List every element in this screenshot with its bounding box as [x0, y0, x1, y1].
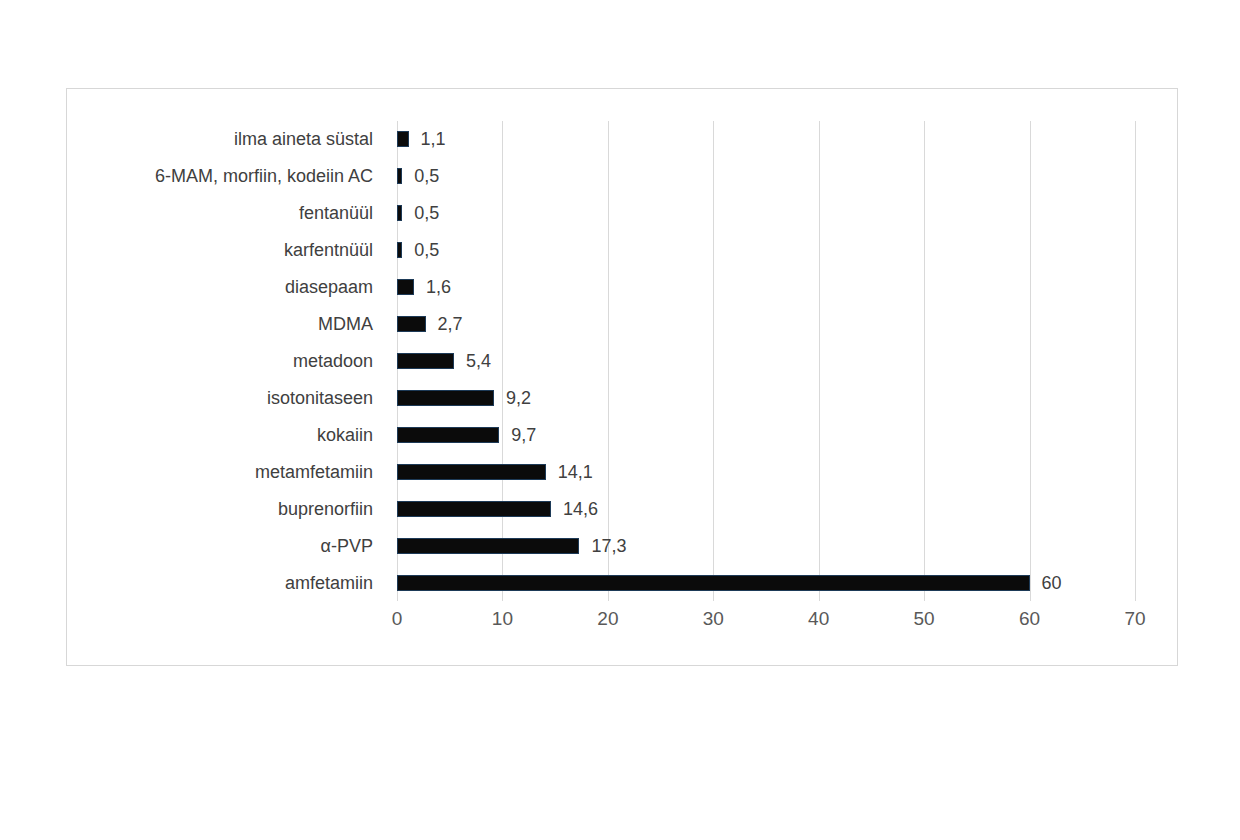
category-label: metadoon	[67, 352, 373, 370]
bar-row: isotonitaseen 9,2	[67, 379, 1177, 416]
data-label: 5,4	[466, 352, 491, 370]
x-axis-tick-label: 70	[1124, 609, 1145, 628]
bar	[397, 168, 402, 184]
bar	[397, 464, 546, 480]
category-label: buprenorfiin	[67, 500, 373, 518]
bar-chart: ilma aineta süstal 1,1 6-MAM, morfiin, kod…	[66, 88, 1178, 666]
data-label: 9,7	[511, 426, 536, 444]
data-label: 1,6	[426, 278, 451, 296]
category-label: amfetamiin	[67, 574, 373, 592]
bar-row: α-PVP 17,3	[67, 527, 1177, 564]
category-label: fentanüül	[67, 204, 373, 222]
data-label: 0,5	[414, 167, 439, 185]
category-label: 6-MAM, morfiin, kodeiin AC	[67, 167, 373, 185]
data-label: 1,1	[421, 130, 446, 148]
bar	[397, 538, 579, 554]
category-label: diasepaam	[67, 278, 373, 296]
category-label: metamfetamiin	[67, 463, 373, 481]
x-axis-tick-label: 30	[703, 609, 724, 628]
page: ilma aineta süstal 1,1 6-MAM, morfiin, kod…	[0, 0, 1240, 840]
data-label: 60	[1042, 574, 1062, 592]
bar	[397, 353, 454, 369]
bar	[397, 205, 402, 221]
bar	[397, 279, 414, 295]
category-label: ilma aineta süstal	[67, 130, 373, 148]
x-axis-tick-label: 50	[914, 609, 935, 628]
category-label: isotonitaseen	[67, 389, 373, 407]
x-axis-tick-label: 0	[392, 609, 403, 628]
bar	[397, 316, 426, 332]
bar-row: kokaiin 9,7	[67, 416, 1177, 453]
data-label: 0,5	[414, 204, 439, 222]
bar-rows: ilma aineta süstal 1,1 6-MAM, morfiin, kod…	[67, 121, 1177, 601]
bar-row: fentanüül 0,5	[67, 195, 1177, 232]
category-label: MDMA	[67, 315, 373, 333]
data-label: 0,5	[414, 241, 439, 259]
bar-row: MDMA 2,7	[67, 306, 1177, 343]
data-label: 9,2	[506, 389, 531, 407]
bar-row: 6-MAM, morfiin, kodeiin AC 0,5	[67, 158, 1177, 195]
bar-row: amfetamiin 60	[67, 564, 1177, 601]
data-label: 17,3	[591, 537, 626, 555]
bar	[397, 390, 494, 406]
bar-row: metadoon 5,4	[67, 343, 1177, 380]
bar	[397, 575, 1030, 591]
data-label: 14,6	[563, 500, 598, 518]
data-label: 2,7	[438, 315, 463, 333]
category-label: kokaiin	[67, 426, 373, 444]
bar-row: metamfetamiin 14,1	[67, 453, 1177, 490]
x-axis-tick-label: 10	[492, 609, 513, 628]
data-label: 14,1	[558, 463, 593, 481]
bar	[397, 427, 499, 443]
bar-row: karfentnüül 0,5	[67, 232, 1177, 269]
category-label: karfentnüül	[67, 241, 373, 259]
bar-row: buprenorfiin 14,6	[67, 490, 1177, 527]
bar	[397, 242, 402, 258]
x-axis-tick-label: 40	[808, 609, 829, 628]
bar-row: diasepaam 1,6	[67, 269, 1177, 306]
category-label: α-PVP	[67, 537, 373, 555]
bar-row: ilma aineta süstal 1,1	[67, 121, 1177, 158]
bar	[397, 501, 551, 517]
x-axis-tick-label: 20	[597, 609, 618, 628]
bar	[397, 131, 409, 147]
x-axis-tick-label: 60	[1019, 609, 1040, 628]
